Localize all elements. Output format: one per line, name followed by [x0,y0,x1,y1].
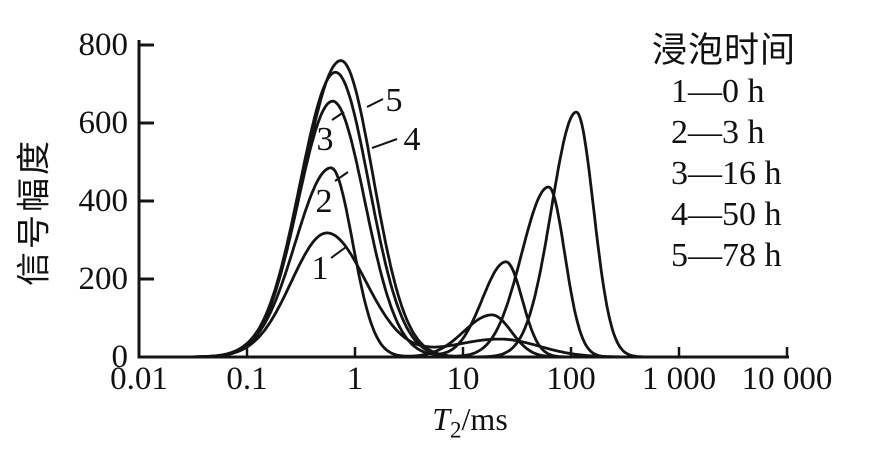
x-tick-label: 0.01 [110,361,168,397]
y-tick-label: 0 [111,339,129,375]
curve-label-leader-1 [330,246,347,259]
curve-label-3: 3 [316,121,334,158]
curve-label-leader-2 [334,171,349,182]
y-tick-label: 200 [78,261,129,297]
legend-item-1: 1—0 h [671,73,765,110]
curve-label-leader-3 [331,111,345,121]
x-axis-title-unit: /ms [461,401,508,437]
x-axis-title: T2/ms [432,401,508,441]
curve-label-2: 2 [315,183,333,220]
curve-label-5: 5 [385,82,403,119]
y-axis-title: 信号幅度 [16,138,54,286]
legend: 浸泡时间 1—0 h 2—3 h 3—16 h 4—50 h 5—78 h [652,31,796,276]
legend-title: 浸泡时间 [652,31,797,70]
x-tick-label: 100 [546,361,596,397]
curve-label-leader-5 [366,98,384,108]
curve-label-1: 1 [311,250,329,287]
x-axis-title-variable: T [432,401,451,437]
x-tick-label: 1 [346,361,364,397]
x-tick-label: 0.1 [226,361,268,397]
x-tick-label: 10 000 [741,361,833,397]
legend-item-3: 3—16 h [671,155,782,192]
curve-5-soak-78h [137,59,759,359]
legend-item-5: 5—78 h [671,237,782,274]
legend-item-2: 2—3 h [671,114,765,151]
x-axis-title-subscript: 2 [450,417,462,443]
curve-label-4: 4 [403,121,421,158]
x-tick-label: 10 [446,361,480,397]
y-tick-label: 800 [78,27,129,63]
curve-label-leader-4 [371,138,398,149]
y-tick-label: 400 [78,183,129,219]
y-tick-label: 600 [78,105,129,141]
legend-item-4: 4—50 h [671,196,782,233]
x-tick-label: 1 000 [641,361,717,397]
